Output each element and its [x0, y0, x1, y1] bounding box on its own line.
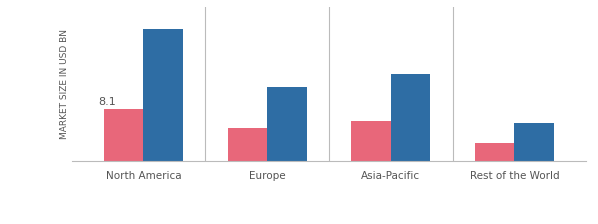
Text: 8.1: 8.1 [99, 97, 117, 107]
Bar [390, 74, 431, 161]
Bar [475, 143, 514, 161]
Bar [514, 123, 554, 161]
Bar [267, 87, 307, 161]
Bar [104, 109, 144, 161]
Bar [351, 121, 390, 161]
Bar [144, 29, 183, 161]
Y-axis label: MARKET SIZE IN USD BN: MARKET SIZE IN USD BN [60, 29, 69, 139]
Bar [227, 128, 267, 161]
